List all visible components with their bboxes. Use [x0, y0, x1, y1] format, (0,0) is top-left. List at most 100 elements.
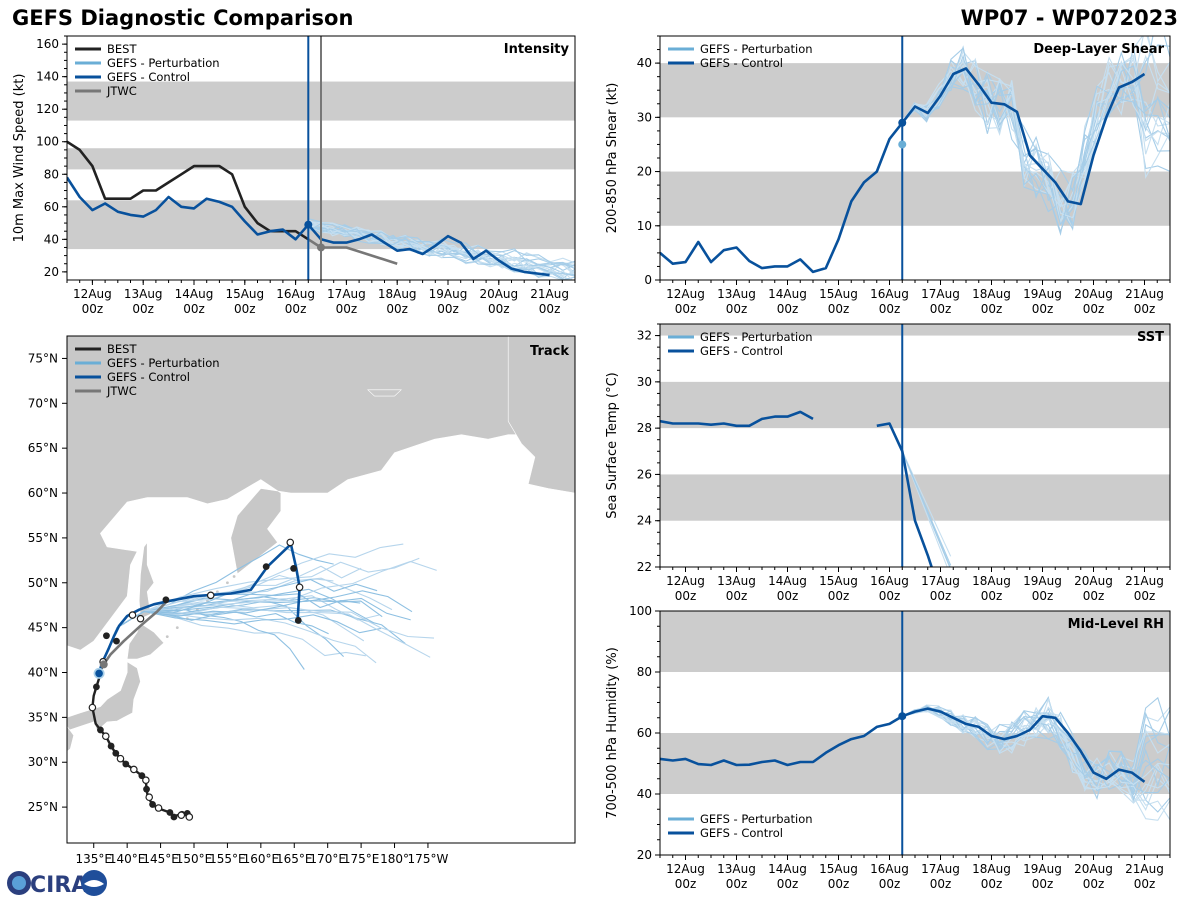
logo-text: CIRA	[30, 873, 88, 898]
chart-shear: 01020304012Aug00z13Aug00z14Aug00z15Aug00…	[605, 35, 1171, 316]
x-tick-day: 21Aug	[1125, 574, 1164, 588]
x-tick-hour: 00z	[726, 302, 748, 316]
plot-area	[67, 36, 575, 280]
x-tick-day: 18Aug	[378, 287, 417, 301]
legend-label: GEFS - Control	[700, 56, 783, 70]
marker-pert	[898, 140, 907, 149]
x-tick-hour: 00z	[930, 302, 952, 316]
control-marker	[95, 669, 103, 678]
land-kuril	[175, 626, 179, 630]
x-tick-day: 13Aug	[717, 574, 756, 588]
lon-tick-label: 150°E	[176, 852, 213, 866]
x-tick-day: 18Aug	[972, 287, 1011, 301]
x-tick-hour: 00z	[675, 302, 697, 316]
y-tick-label: 20	[44, 265, 59, 279]
land-kuril	[232, 575, 236, 578]
band-2	[660, 324, 1170, 336]
lon-tick-label: 140°E	[109, 852, 146, 866]
x-tick-hour: 00z	[726, 589, 748, 603]
y-axis-label: 10m Max Wind Speed (kt)	[12, 74, 27, 243]
chart-sst: 22242628303212Aug00z13Aug00z14Aug00z15Au…	[605, 323, 1171, 603]
perturbation-line	[901, 60, 1170, 219]
best-point-filled	[113, 637, 120, 645]
land-kuril	[215, 590, 219, 594]
x-tick-day: 12Aug	[73, 287, 112, 301]
legend-label: GEFS - Control	[700, 344, 783, 358]
land-sakhalin	[138, 541, 155, 620]
x-tick-hour: 00z	[879, 589, 901, 603]
best-point-hollow	[101, 732, 110, 741]
perturbation-line	[902, 709, 1170, 790]
x-tick-hour: 00z	[1134, 877, 1156, 891]
best-point-filled	[122, 760, 130, 768]
lat-tick-label: 35°N	[28, 710, 58, 724]
track-map: 135°E140°E145°E150°E155°E160°E165°E170°E…	[28, 335, 576, 866]
x-tick-hour: 00z	[1032, 589, 1054, 603]
land-kuril	[226, 581, 229, 585]
best-point-hollow	[116, 754, 125, 763]
lat-tick-label: 75°N	[28, 351, 58, 365]
y-tick-label: 40	[637, 56, 652, 70]
legend-label: JTWC	[106, 84, 137, 98]
lat-tick-label: 55°N	[28, 531, 58, 545]
lat-tick-label: 25°N	[28, 800, 58, 814]
perturbation-track	[101, 593, 361, 664]
band-0	[660, 171, 1170, 226]
y-axis-label: 200-850 hPa Shear (kt)	[605, 83, 620, 234]
x-tick-hour: 00z	[777, 877, 799, 891]
best-point-filled	[93, 683, 100, 691]
best-point-hollow	[130, 765, 138, 774]
x-tick-day: 18Aug	[972, 862, 1011, 876]
perturbation-line	[902, 706, 1170, 802]
x-tick-hour: 00z	[981, 589, 1003, 603]
x-tick-day: 20Aug	[1074, 862, 1113, 876]
x-tick-day: 19Aug	[1023, 862, 1062, 876]
best-point-filled	[97, 726, 104, 734]
legend-label: GEFS - Perturbation	[107, 356, 220, 370]
y-tick-label: 20	[637, 165, 652, 179]
perturbation-line	[901, 45, 1170, 236]
x-tick-day: 17Aug	[327, 287, 366, 301]
x-tick-day: 17Aug	[921, 574, 960, 588]
land-alaska	[507, 336, 575, 494]
perturbation-line	[308, 226, 575, 266]
x-tick-day: 20Aug	[1074, 574, 1113, 588]
y-tick-label: 32	[637, 329, 652, 343]
perturbation-line	[901, 57, 1170, 223]
best-point-filled	[290, 565, 297, 572]
best-point-filled	[166, 809, 174, 816]
x-tick-day: 14Aug	[768, 287, 807, 301]
x-tick-day: 13Aug	[717, 287, 756, 301]
lat-tick-label: 45°N	[28, 621, 58, 635]
x-tick-hour: 00z	[879, 877, 901, 891]
best-point-hollow	[88, 703, 97, 712]
x-tick-day: 19Aug	[429, 287, 468, 301]
lat-tick-label: 60°N	[28, 486, 58, 500]
legend-label: BEST	[107, 42, 137, 56]
x-tick-day: 14Aug	[175, 287, 214, 301]
best-point-hollow	[142, 776, 150, 784]
x-tick-day: 13Aug	[717, 862, 756, 876]
x-tick-day: 16Aug	[870, 287, 909, 301]
axes-frame	[659, 323, 1171, 568]
land-hokkaido	[126, 622, 165, 660]
marker-control	[898, 712, 907, 721]
chart-title: SST	[1137, 330, 1164, 345]
x-tick-day: 16Aug	[276, 287, 315, 301]
x-tick-day: 19Aug	[1023, 287, 1062, 301]
y-tick-label: 24	[637, 514, 652, 528]
x-tick-day: 20Aug	[1074, 287, 1113, 301]
x-tick-hour: 00z	[675, 877, 697, 891]
band-0	[660, 733, 1170, 794]
x-tick-day: 16Aug	[870, 862, 909, 876]
best-point-filled	[103, 632, 110, 640]
map-frame	[66, 335, 576, 844]
lat-tick-label: 65°N	[28, 441, 58, 455]
plot-area	[660, 324, 1170, 567]
perturbation-line	[308, 220, 573, 280]
lat-tick-label: 40°N	[28, 666, 58, 680]
x-tick-day: 19Aug	[1023, 574, 1062, 588]
y-tick-label: 40	[637, 787, 652, 801]
x-tick-hour: 00z	[726, 877, 748, 891]
legend-label: BEST	[107, 342, 137, 356]
